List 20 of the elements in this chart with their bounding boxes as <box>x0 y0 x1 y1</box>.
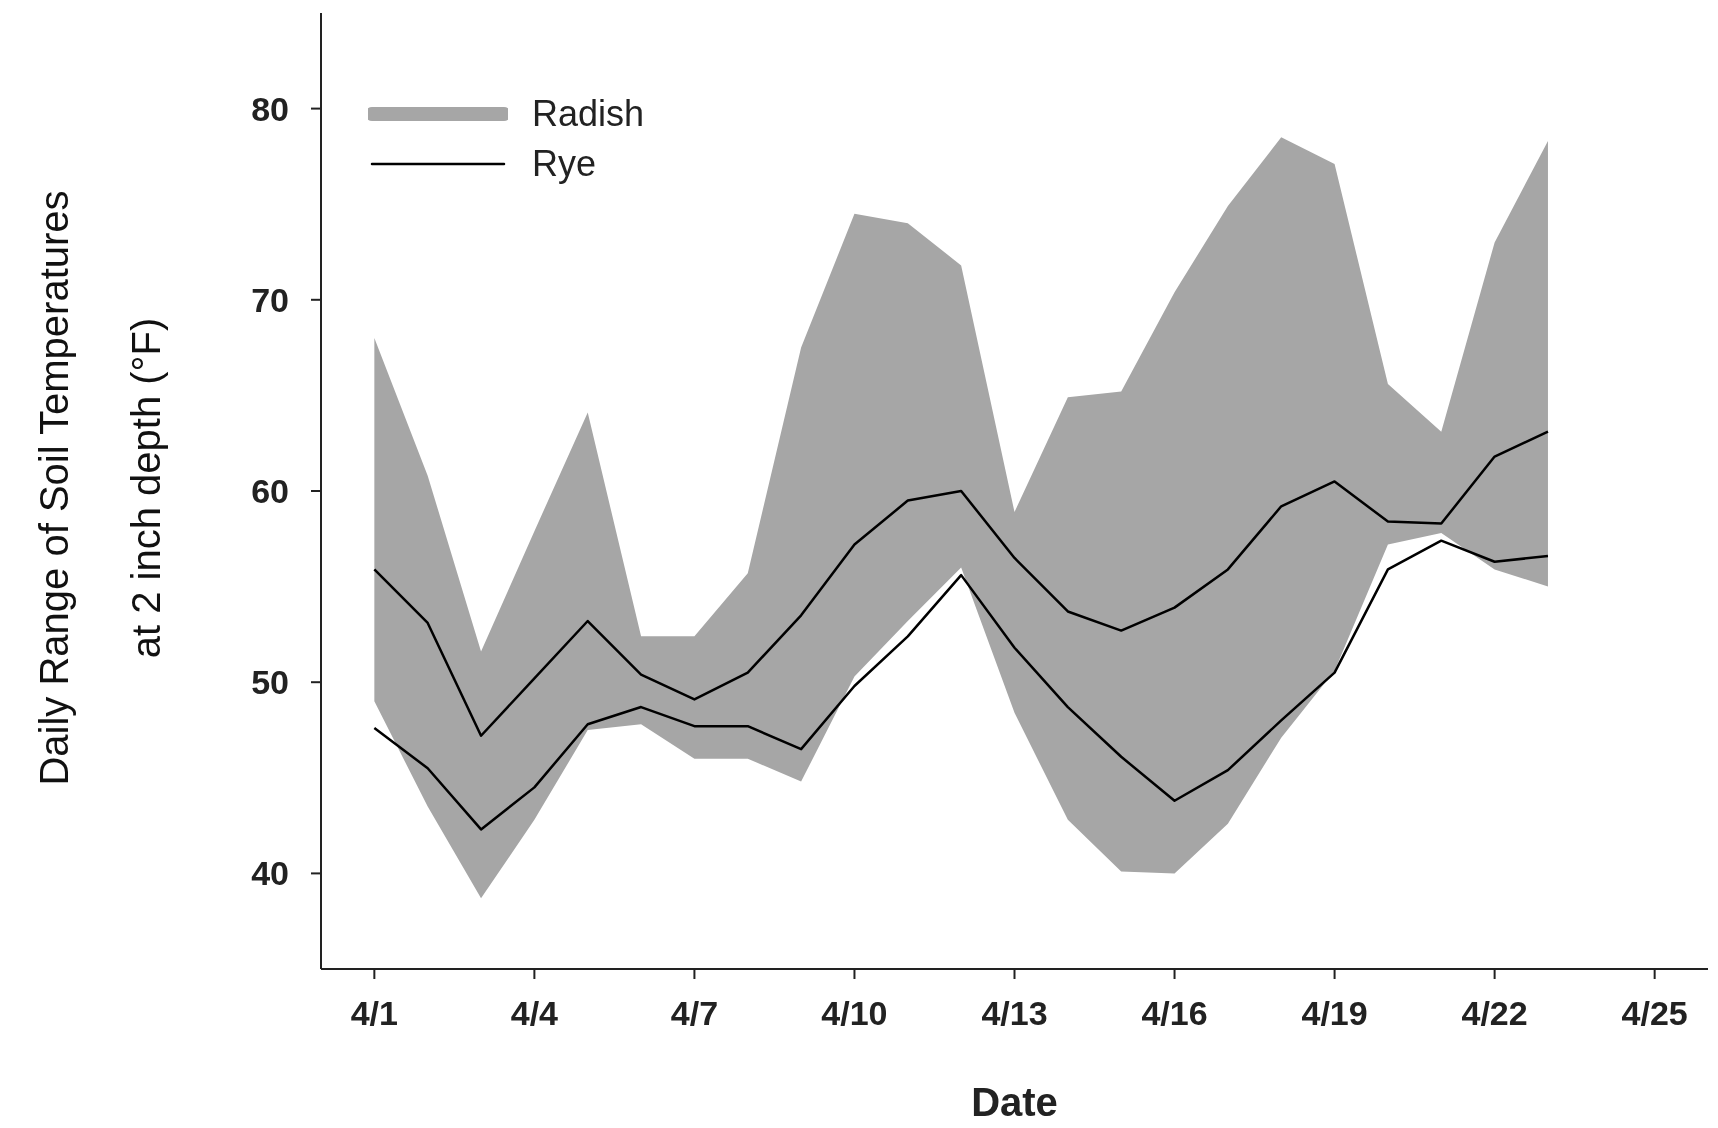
text: Daily Range of Soil Temperatures at 2 inch depth (°F) <box>32 190 168 786</box>
x-tick-label: 4/13 <box>981 994 1048 1033</box>
x-tick-label: 4/4 <box>510 994 559 1033</box>
y-tick-label: 50 <box>251 663 289 702</box>
x-tick-label: 4/22 <box>1461 994 1528 1033</box>
x-tick-label: 4/10 <box>821 994 888 1033</box>
legend-label: Radish <box>532 93 645 135</box>
x-tick-label: 4/25 <box>1621 994 1688 1033</box>
y-tick-label: 40 <box>251 854 289 893</box>
line-series <box>373 539 1550 831</box>
x-tick-label: 4/7 <box>670 994 719 1033</box>
line-series <box>373 430 1550 737</box>
x-tick-label: 4/16 <box>1141 994 1208 1033</box>
y-tick-label: 70 <box>251 280 289 319</box>
x-tick-label: 4/19 <box>1301 994 1368 1033</box>
x-tick-label: 4/1 <box>350 994 398 1033</box>
y-tick-label: 80 <box>251 89 289 128</box>
x-axis-title: Date <box>971 1080 1058 1124</box>
y-tick-label: 60 <box>251 472 289 511</box>
legend-label: Rye <box>532 143 597 185</box>
